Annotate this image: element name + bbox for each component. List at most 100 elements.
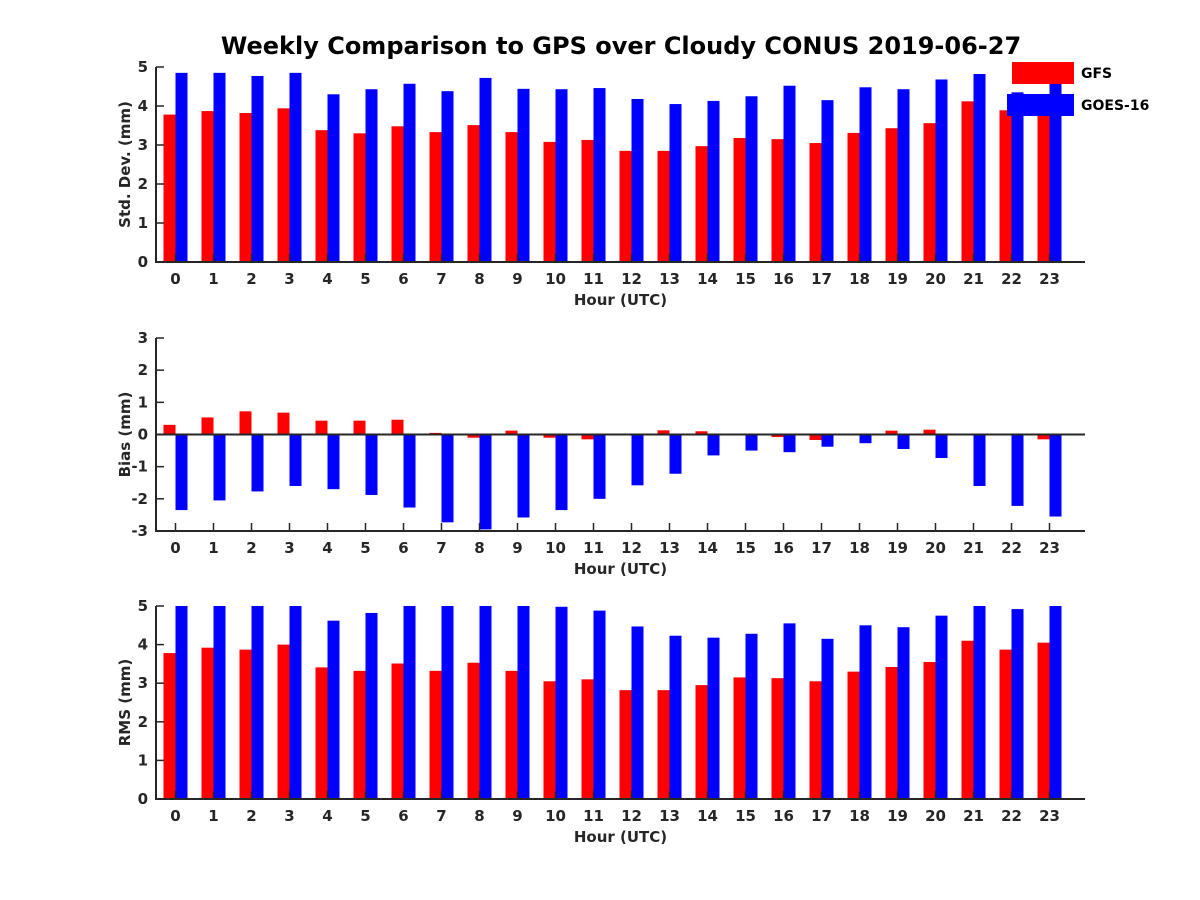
bar-goes-16-hour-12 bbox=[631, 98, 644, 262]
legend-swatch-gfs bbox=[1012, 62, 1074, 84]
bar-goes-16-hour-20 bbox=[935, 79, 948, 262]
x-tick-label: 1 bbox=[208, 270, 218, 288]
x-tick-label: 18 bbox=[849, 539, 870, 557]
bar-goes-16-hour-3 bbox=[289, 72, 302, 262]
bar-gfs-hour-9 bbox=[505, 670, 518, 799]
bar-goes-16-hour-9 bbox=[517, 88, 530, 262]
x-tick-label: 23 bbox=[1039, 807, 1060, 825]
x-tick-label: 16 bbox=[773, 807, 794, 825]
x-tick-label: 14 bbox=[697, 270, 718, 288]
bar-gfs-hour-9 bbox=[505, 132, 518, 262]
x-tick-label: 5 bbox=[360, 539, 370, 557]
x-tick-label: 0 bbox=[170, 539, 180, 557]
x-tick-label: 9 bbox=[512, 270, 522, 288]
y-tick-label: 1 bbox=[138, 751, 148, 769]
x-tick-label: 4 bbox=[322, 270, 332, 288]
y-tick-label: 1 bbox=[138, 393, 148, 411]
bar-gfs-hour-12 bbox=[619, 150, 632, 262]
bar-gfs-hour-20 bbox=[923, 661, 936, 799]
x-tick-label: 15 bbox=[735, 807, 756, 825]
bar-gfs-hour-21 bbox=[961, 640, 974, 799]
bar-gfs-hour-4 bbox=[315, 130, 328, 262]
x-tick-label: 22 bbox=[1001, 807, 1022, 825]
x-tick-label: 6 bbox=[398, 807, 408, 825]
bar-gfs-hour-23 bbox=[1037, 434, 1050, 440]
bar-gfs-hour-17 bbox=[809, 143, 822, 262]
y-tick-label: 3 bbox=[138, 136, 148, 154]
x-tick-label: 16 bbox=[773, 539, 794, 557]
bar-goes-16-hour-16 bbox=[783, 434, 796, 453]
bar-gfs-hour-8 bbox=[467, 662, 480, 799]
bar-goes-16-hour-3 bbox=[289, 606, 302, 799]
bar-goes-16-hour-0 bbox=[175, 434, 188, 511]
x-tick-label: 9 bbox=[512, 807, 522, 825]
x-tick-label: 10 bbox=[545, 270, 566, 288]
bar-gfs-hour-22 bbox=[999, 110, 1012, 262]
x-tick-label: 21 bbox=[963, 270, 984, 288]
bar-gfs-hour-14 bbox=[695, 685, 708, 799]
y-tick-label: 0 bbox=[138, 426, 148, 444]
bar-gfs-hour-1 bbox=[201, 647, 214, 799]
bar-goes-16-hour-20 bbox=[935, 615, 948, 799]
x-tick-label: 17 bbox=[811, 539, 832, 557]
bar-goes-16-hour-11 bbox=[593, 610, 606, 799]
bar-goes-16-hour-7 bbox=[441, 434, 454, 523]
bar-goes-16-hour-2 bbox=[251, 606, 264, 799]
bar-gfs-hour-2 bbox=[239, 649, 252, 799]
bar-gfs-hour-14 bbox=[695, 431, 708, 435]
x-tick-label: 3 bbox=[284, 270, 294, 288]
x-tick-label: 2 bbox=[246, 270, 256, 288]
bar-goes-16-hour-8 bbox=[479, 434, 492, 530]
x-tick-label: 12 bbox=[621, 539, 642, 557]
bar-goes-16-hour-23 bbox=[1049, 78, 1062, 262]
x-tick-label: 0 bbox=[170, 270, 180, 288]
y-tick-label: 0 bbox=[138, 790, 148, 808]
bar-goes-16-hour-8 bbox=[479, 606, 492, 799]
bar-goes-16-hour-19 bbox=[897, 89, 910, 262]
bar-gfs-hour-4 bbox=[315, 667, 328, 799]
bar-gfs-hour-3 bbox=[277, 644, 290, 799]
x-tick-label: 17 bbox=[811, 807, 832, 825]
bar-goes-16-hour-9 bbox=[517, 434, 530, 518]
bar-goes-16-hour-3 bbox=[289, 434, 302, 486]
bar-goes-16-hour-1 bbox=[213, 72, 226, 262]
bar-goes-16-hour-12 bbox=[631, 434, 644, 486]
bar-gfs-hour-1 bbox=[201, 111, 214, 262]
bar-goes-16-hour-0 bbox=[175, 72, 188, 262]
bar-goes-16-hour-18 bbox=[859, 434, 872, 444]
x-tick-label: 11 bbox=[583, 807, 604, 825]
bar-goes-16-hour-13 bbox=[669, 434, 682, 474]
bar-goes-16-hour-14 bbox=[707, 100, 720, 263]
bar-gfs-hour-6 bbox=[391, 126, 404, 262]
bar-gfs-hour-11 bbox=[581, 434, 594, 440]
bar-goes-16-hour-17 bbox=[821, 434, 834, 447]
bar-gfs-hour-0 bbox=[163, 114, 176, 262]
x-tick-label: 13 bbox=[659, 807, 680, 825]
bar-gfs-hour-16 bbox=[771, 434, 784, 438]
bar-gfs-hour-14 bbox=[695, 146, 708, 262]
x-tick-label: 13 bbox=[659, 270, 680, 288]
bar-gfs-hour-8 bbox=[467, 125, 480, 262]
bar-gfs-hour-15 bbox=[733, 137, 746, 262]
y-tick-label: 1 bbox=[138, 214, 148, 232]
bar-gfs-hour-9 bbox=[505, 430, 518, 435]
y-axis-label: Std. Dev. (mm) bbox=[116, 101, 134, 228]
x-tick-label: 19 bbox=[887, 270, 908, 288]
x-tick-label: 6 bbox=[398, 539, 408, 557]
bar-goes-16-hour-18 bbox=[859, 87, 872, 262]
x-tick-label: 19 bbox=[887, 539, 908, 557]
x-tick-label: 7 bbox=[436, 270, 446, 288]
y-tick-label: -3 bbox=[131, 522, 148, 540]
bar-gfs-hour-5 bbox=[353, 670, 366, 799]
bar-goes-16-hour-2 bbox=[251, 75, 264, 262]
x-tick-label: 9 bbox=[512, 539, 522, 557]
bar-goes-16-hour-11 bbox=[593, 434, 606, 499]
x-tick-label: 3 bbox=[284, 539, 294, 557]
x-tick-label: 2 bbox=[246, 539, 256, 557]
bar-goes-16-hour-18 bbox=[859, 625, 872, 799]
x-tick-label: 2 bbox=[246, 807, 256, 825]
bar-goes-16-hour-19 bbox=[897, 627, 910, 799]
bar-gfs-hour-5 bbox=[353, 420, 366, 435]
